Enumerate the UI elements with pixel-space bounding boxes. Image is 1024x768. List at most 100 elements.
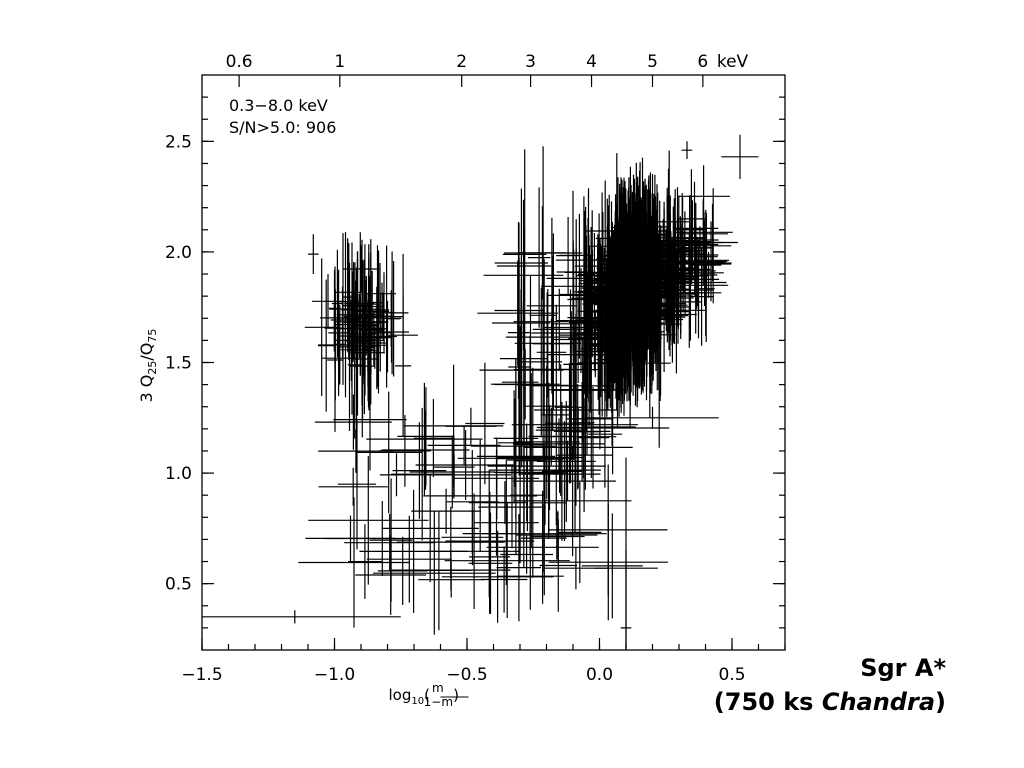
data-point-882 — [513, 421, 616, 541]
data-point-695 — [527, 187, 551, 328]
top-tick-label: 2 — [456, 52, 467, 72]
data-point-686 — [553, 240, 593, 407]
data-point-632 — [652, 195, 706, 313]
data-point-901 — [586, 406, 719, 429]
data-point-784 — [304, 258, 339, 397]
data-point-554 — [591, 322, 609, 382]
data-point-814 — [510, 459, 545, 532]
data-point-628 — [677, 243, 732, 285]
axis-labels: −1.5 −1.0 −0.5 0.0 0.5 0.5 1.0 1.5 2.0 2.5 0.6 1 2 3 4… — [137, 52, 749, 709]
caption-pre: (750 ks — [713, 688, 822, 716]
data-point-668 — [520, 287, 563, 436]
data-point-815 — [524, 445, 564, 501]
data-point-774 — [317, 279, 335, 412]
data-point-702 — [513, 233, 594, 410]
data-point-550 — [630, 280, 659, 347]
data-point-895 — [308, 234, 319, 274]
data-point-633 — [666, 227, 696, 312]
data-point-658 — [526, 217, 577, 394]
data-point-797 — [360, 244, 377, 407]
data-point-840 — [308, 456, 429, 585]
data-point-893 — [535, 364, 586, 496]
data-point-881 — [511, 392, 638, 457]
data-point-677 — [548, 196, 620, 395]
data-point-811 — [381, 474, 479, 583]
y-tick-label: 1.5 — [165, 354, 192, 374]
data-point-623 — [656, 214, 699, 327]
data-point-663 — [477, 260, 559, 366]
x-tick-label: −1.0 — [314, 665, 355, 685]
caption-telescope: Chandra — [821, 688, 936, 716]
data-point-865 — [516, 510, 598, 560]
data-point-687 — [501, 326, 539, 439]
data-point-836 — [372, 511, 496, 635]
data-point-537 — [616, 256, 653, 334]
data-point-889 — [445, 407, 497, 445]
data-point-898 — [620, 550, 632, 650]
data-point-842 — [468, 512, 513, 614]
data-point-639 — [664, 222, 687, 283]
data-point-617 — [645, 254, 695, 334]
data-point-708 — [494, 188, 548, 338]
top-tick-label: 5 — [647, 52, 658, 72]
data-point-872 — [337, 419, 377, 550]
x-tick-label: −1.5 — [181, 665, 222, 685]
data-point-590 — [685, 252, 706, 334]
data-point-780 — [370, 245, 404, 388]
data-point-552 — [632, 193, 670, 352]
data-point-697 — [504, 146, 583, 360]
data-point-837 — [324, 501, 441, 576]
data-point-887 — [397, 387, 455, 486]
data-point-874 — [570, 359, 613, 479]
data-point-864 — [359, 489, 468, 613]
y-tick-label: 2.0 — [165, 243, 192, 263]
data-point-853 — [486, 490, 599, 604]
data-point-696 — [544, 260, 627, 395]
data-point-839 — [545, 362, 594, 484]
data-point-796 — [359, 286, 383, 375]
data-point-900 — [681, 141, 693, 159]
data-point-779 — [348, 289, 362, 354]
data-point-587 — [695, 188, 732, 304]
data-point-888 — [576, 386, 609, 489]
y-axis-label: 3 Q25/Q75 — [137, 329, 159, 403]
x-axis-label: log10(m 1−m) — [389, 681, 459, 709]
data-point-843 — [348, 524, 382, 599]
data-point-805 — [366, 515, 452, 603]
data-point-800 — [457, 431, 574, 486]
top-tick-label: 1 — [334, 52, 345, 72]
data-point-798 — [351, 301, 369, 356]
data-point-818 — [333, 368, 407, 471]
data-point-747 — [344, 271, 362, 363]
y-tick-label: 0.5 — [165, 575, 192, 595]
data-point-867 — [513, 445, 632, 557]
data-point-541 — [607, 177, 641, 314]
data-point-820 — [415, 430, 516, 500]
caption-target: Sgr A* — [860, 654, 946, 682]
data-point-789 — [334, 304, 346, 384]
annotation-line-0: 0.3−8.0 keV — [229, 96, 328, 115]
data-point-692 — [514, 289, 581, 398]
data-point-794 — [363, 271, 382, 348]
x-tick-label: 0.5 — [718, 665, 745, 685]
data-point-610 — [676, 169, 706, 269]
data-point-810 — [314, 394, 392, 450]
data-point-690 — [555, 188, 622, 332]
top-tick-label: 4 — [586, 52, 597, 72]
data-point-787 — [328, 270, 341, 347]
x-tick-label: −0.5 — [446, 665, 487, 685]
y-tick-label: 2.5 — [165, 132, 192, 152]
data-point-700 — [514, 335, 546, 554]
data-point-891 — [391, 407, 454, 541]
data-point-886 — [355, 535, 427, 615]
data-point-827 — [318, 467, 388, 506]
data-point-871 — [355, 391, 422, 514]
data-point-892 — [298, 497, 410, 628]
annotation-line-1: S/N>5.0: 906 — [229, 118, 336, 137]
data-points-group — [202, 134, 759, 650]
y-tick-label: 1.0 — [165, 464, 192, 484]
data-point-850 — [441, 509, 504, 566]
data-point-868 — [413, 399, 453, 478]
data-point-558 — [599, 244, 643, 408]
